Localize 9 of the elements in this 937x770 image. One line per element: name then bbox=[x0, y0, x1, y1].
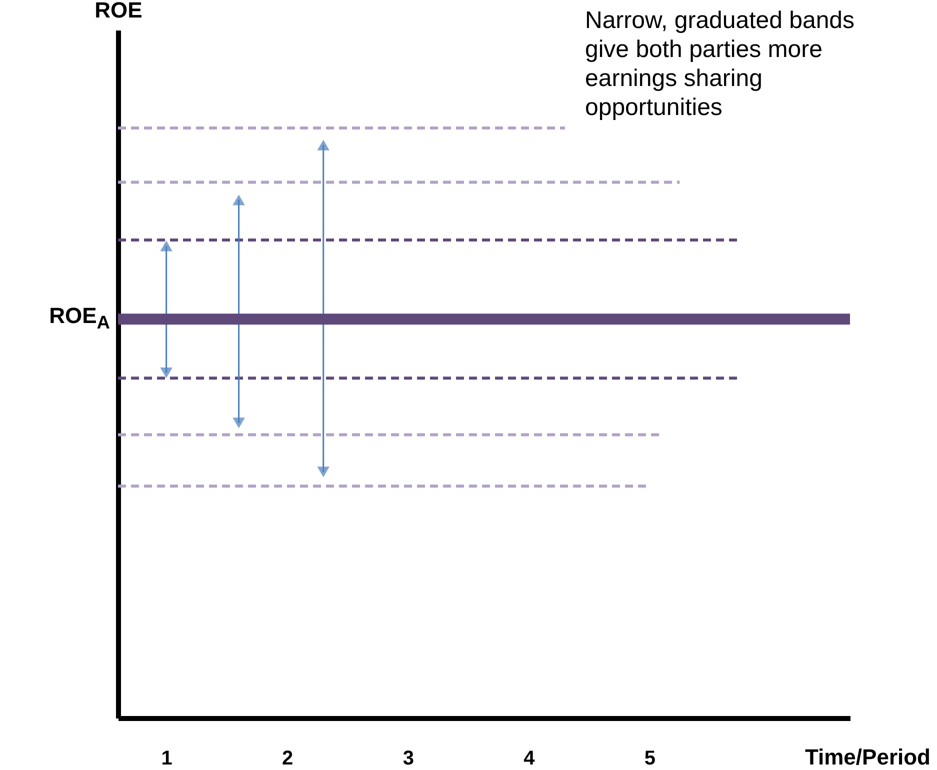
x-tick-label: 5 bbox=[644, 748, 656, 770]
text: Narrow, graduated bands give both parties more earnings sharing opportunities bbox=[585, 6, 856, 122]
x-tick-label: 2 bbox=[282, 748, 294, 770]
x-tick-label: 1 bbox=[161, 748, 172, 770]
x-tick-label: 4 bbox=[524, 748, 536, 770]
y-axis-title: ROE bbox=[94, 0, 142, 22]
ref-line-label: ROE$_{A}$ bbox=[49, 303, 110, 334]
x-axis-title: Time/Period bbox=[804, 744, 930, 770]
x-tick-label: 3 bbox=[402, 748, 414, 770]
